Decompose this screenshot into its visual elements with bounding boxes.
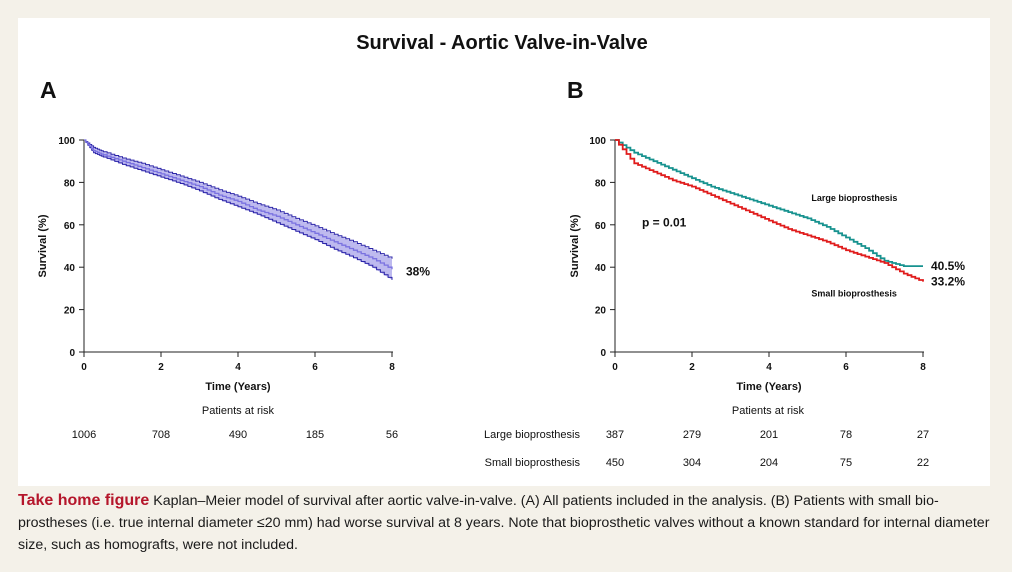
panel-b-risk-value: 201 <box>760 429 778 441</box>
panel-a-y-tick-label: 40 <box>64 263 76 274</box>
panel-b-y-tick-label: 20 <box>595 306 607 317</box>
panel-b-risk-value: 27 <box>917 429 929 441</box>
panel-a-label: A <box>40 77 57 103</box>
panel-b-risk-header: Patients at risk <box>732 405 805 417</box>
panel-b-risk-value: 450 <box>606 457 624 469</box>
panel-a-risk-header: Patients at risk <box>202 405 275 417</box>
panel-b-x-tick-label: 0 <box>612 362 618 373</box>
panel-a-y-tick-label: 0 <box>69 348 75 359</box>
panel-b-y-tick-label: 0 <box>600 348 606 359</box>
panel-b-small-end-value: 33.2% <box>931 275 965 289</box>
panel-a-x-tick-label: 2 <box>158 362 164 373</box>
panel-b-risk-value: 304 <box>683 457 701 469</box>
panel-b-large-end-value: 40.5% <box>931 259 965 273</box>
panel-a-risk-value: 708 <box>152 429 170 441</box>
panel-b-risk-value: 78 <box>840 429 852 441</box>
panel-a-risk-value: 56 <box>386 429 398 441</box>
panel-b-risk-value: 279 <box>683 429 701 441</box>
figure-svg: Survival - Aortic Valve-in-Valve A020406… <box>37 32 965 469</box>
panel-a-confidence-band <box>84 140 392 280</box>
panel-a-x-axis-label: Time (Years) <box>205 381 271 393</box>
panel-a-y-tick-label: 100 <box>58 136 75 147</box>
panel-b-x-axis-label: Time (Years) <box>736 381 802 393</box>
panel-b-risk-value: 204 <box>760 457 778 469</box>
panel-a-risk-value: 185 <box>306 429 324 441</box>
panel-a-upper-bound-line <box>84 139 393 259</box>
panel-a-y-tick-label: 80 <box>64 178 76 189</box>
panel-b-risk-value: 75 <box>840 457 852 469</box>
panel-b-y-tick-label: 40 <box>595 263 607 274</box>
figure-panel: Survival - Aortic Valve-in-Valve A 0 20 40 6… <box>18 18 990 486</box>
panel-a-x-tick-label: 4 <box>235 362 241 373</box>
panel-a-y-axis-label: Survival (%) <box>37 214 49 277</box>
panel-b-risk-value: 387 <box>606 429 624 441</box>
panel-b-y-tick-label: 100 <box>589 136 606 147</box>
panel-b-large-series-line <box>615 139 923 267</box>
panel-b-risk-row-label: Large bioprosthesis <box>484 429 581 441</box>
panel-b-label: B <box>567 77 584 103</box>
panel-b-small-series-label: Small bioprosthesis <box>811 289 897 299</box>
panel-b-y-tick-label: 60 <box>595 221 607 232</box>
panel-b-x-tick-label: 6 <box>843 362 849 373</box>
panel-b-risk-value: 22 <box>917 457 929 469</box>
panel-b-x-tick-label: 2 <box>689 362 695 373</box>
panel-b-x-tick-label: 8 <box>920 362 926 373</box>
panel-a-x-tick-label: 8 <box>389 362 395 373</box>
panel-a-x-tick-label: 0 <box>81 362 87 373</box>
panel-b-y-tick-label: 80 <box>595 178 607 189</box>
caption-text: Kaplan–Meier model of survival after aor… <box>18 493 990 553</box>
panel-a-risk-value: 1006 <box>72 429 96 441</box>
panel-a-y-tick-label: 60 <box>64 221 76 232</box>
panel-a-end-value-label: 38% <box>406 264 430 278</box>
panel-b-large-series-label: Large bioprosthesis <box>811 193 897 203</box>
panel-a-risk-value: 490 <box>229 429 247 441</box>
panel-b-y-axis-label: Survival (%) <box>569 214 581 277</box>
panel-a-x-tick-label: 6 <box>312 362 318 373</box>
figure-title: Survival - Aortic Valve-in-Valve <box>356 32 648 54</box>
panel-b-small-series-line <box>615 139 924 282</box>
panel-a-survival-line <box>84 139 393 270</box>
figure-caption: Take home figure Kaplan–Meier model of su… <box>18 490 998 556</box>
panel-b-risk-row-label: Small bioprosthesis <box>485 457 581 469</box>
caption-lead: Take home figure <box>18 492 150 509</box>
panel-b-p-value: p = 0.01 <box>642 216 687 230</box>
panel-a-lower-bound-line <box>84 139 393 280</box>
panel-b-x-tick-label: 4 <box>766 362 772 373</box>
panel-a-y-tick-label: 20 <box>64 306 76 317</box>
